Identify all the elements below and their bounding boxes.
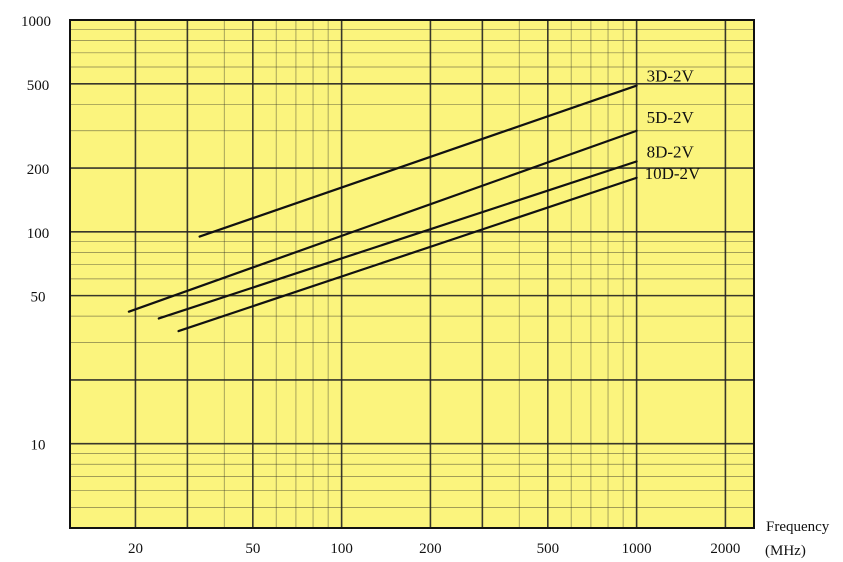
series-label-8d-2v: 8D-2V [647,142,695,161]
series-line-8d-2v [157,160,638,320]
series-line-3d-2v [198,84,638,238]
y-tick-label: 100 [27,226,50,242]
series-label-10d-2v: 10D-2V [645,164,701,183]
series-line-10d-2v [177,176,638,333]
x-tick-label: 500 [537,541,560,557]
y-tick-label: 500 [27,78,50,94]
x-tick-label: 1000 [622,541,652,557]
x-tick-label: 100 [330,541,353,557]
series-label-3d-2v: 3D-2V [647,67,695,86]
x-tick-labels: 20 50 100 200 500 1000 2000 [128,541,740,557]
x-tick-label: 50 [245,541,260,557]
plot-area [70,20,754,528]
x-tick-label: 20 [128,541,143,557]
plot-frame [69,19,755,529]
x-tick-label: 200 [419,541,442,557]
y-tick-labels: 10 50 100 200 500 1000 [21,14,51,454]
series-line-5d-2v [127,129,638,313]
series-group: 3D-2V 5D-2V 8D-2V 10D-2V [127,67,701,333]
x-tick-label: 2000 [710,541,740,557]
y-tick-label: 50 [31,290,46,306]
x-axis-title: Frequency [766,519,830,535]
x-axis-unit: (MHz) [765,543,806,559]
grid [70,20,754,528]
y-tick-label: 1000 [21,14,51,30]
series-label-5d-2v: 5D-2V [647,108,695,127]
y-tick-label: 200 [27,162,50,178]
y-tick-label: 10 [31,438,46,454]
